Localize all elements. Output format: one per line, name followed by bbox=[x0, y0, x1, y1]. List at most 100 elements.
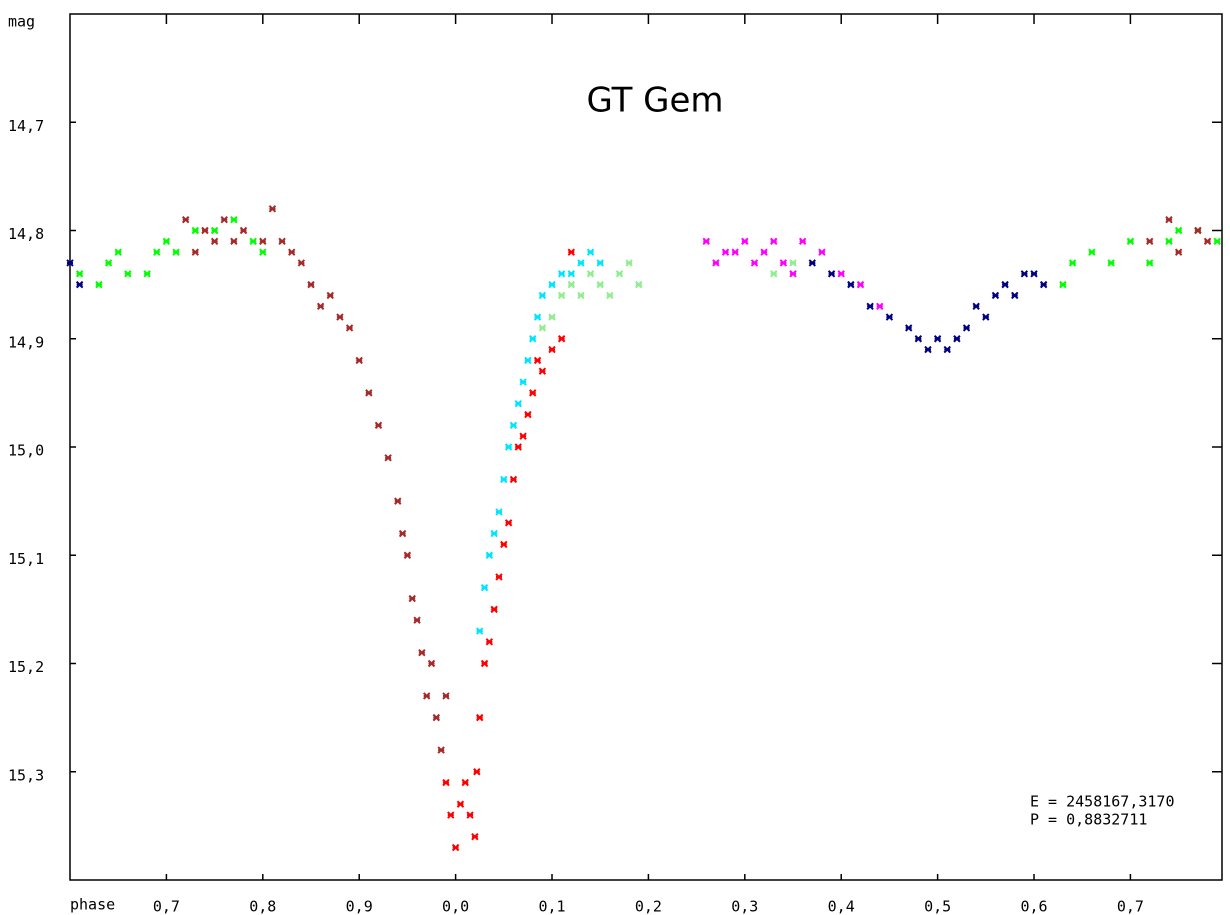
data-point bbox=[509, 475, 518, 484]
data-point bbox=[514, 443, 522, 451]
data-point bbox=[635, 280, 643, 289]
data-point bbox=[485, 551, 494, 559]
data-point bbox=[606, 291, 614, 300]
y-tick-label: 14,9 bbox=[8, 333, 44, 351]
data-point bbox=[230, 237, 238, 246]
data-point bbox=[504, 519, 513, 527]
data-point bbox=[413, 616, 421, 624]
data-point bbox=[268, 205, 277, 213]
data-point bbox=[789, 259, 797, 267]
data-point bbox=[307, 280, 315, 289]
y-tick-label: 15,3 bbox=[8, 766, 44, 784]
x-tick-label: 0,6 bbox=[1020, 898, 1047, 915]
data-point bbox=[519, 378, 527, 386]
data-point bbox=[471, 832, 479, 841]
data-point bbox=[249, 237, 257, 246]
data-point bbox=[760, 248, 768, 256]
data-point bbox=[480, 584, 489, 592]
data-point bbox=[495, 573, 503, 581]
data-point bbox=[239, 226, 248, 235]
y-tick-label: 15,1 bbox=[8, 550, 44, 568]
data-point bbox=[557, 291, 566, 300]
data-point bbox=[220, 215, 228, 224]
x-tick-label: 0,0 bbox=[442, 898, 469, 915]
data-point bbox=[866, 302, 874, 310]
x-axis-label: phase bbox=[70, 896, 115, 914]
data-point bbox=[731, 248, 739, 256]
data-point bbox=[442, 692, 450, 700]
data-point bbox=[104, 259, 113, 267]
data-point bbox=[316, 302, 325, 310]
y-tick-label: 15,2 bbox=[8, 658, 44, 676]
data-point bbox=[847, 280, 855, 289]
annotation: P = 0,8832711 bbox=[1030, 811, 1147, 829]
data-point bbox=[403, 551, 412, 559]
data-point bbox=[827, 270, 836, 278]
data-point bbox=[210, 226, 219, 235]
data-point bbox=[1020, 270, 1029, 278]
x-tick-label: 0,9 bbox=[346, 898, 373, 915]
data-point bbox=[876, 302, 884, 310]
y-axis-label: mag bbox=[8, 13, 35, 31]
data-point bbox=[451, 843, 460, 852]
data-point bbox=[933, 335, 942, 343]
data-point bbox=[1203, 237, 1212, 246]
data-point bbox=[114, 248, 122, 256]
data-point bbox=[1165, 215, 1173, 224]
data-point bbox=[586, 248, 595, 256]
y-tick-label: 14,7 bbox=[8, 117, 44, 135]
data-point bbox=[904, 324, 913, 332]
data-point bbox=[533, 313, 542, 321]
data-point bbox=[1174, 226, 1183, 235]
data-point bbox=[259, 237, 267, 246]
data-point bbox=[191, 248, 200, 256]
data-point bbox=[427, 659, 436, 668]
data-point bbox=[75, 280, 84, 289]
x-tick-label: 0,7 bbox=[1117, 898, 1144, 915]
data-point bbox=[191, 226, 200, 235]
data-point bbox=[538, 367, 547, 375]
data-point bbox=[972, 302, 980, 310]
data-point bbox=[437, 746, 445, 754]
data-point bbox=[741, 237, 749, 246]
data-point bbox=[538, 324, 547, 332]
data-point bbox=[473, 768, 481, 776]
data-point bbox=[750, 259, 759, 267]
data-point bbox=[75, 270, 84, 278]
data-point bbox=[162, 237, 171, 246]
data-point bbox=[1088, 248, 1096, 256]
x-tick-label: 0,8 bbox=[249, 898, 276, 915]
data-point bbox=[962, 324, 971, 332]
data-point bbox=[495, 508, 503, 516]
data-point bbox=[586, 270, 595, 278]
data-point bbox=[529, 335, 537, 343]
data-point bbox=[278, 237, 286, 246]
data-point bbox=[172, 248, 180, 256]
data-point bbox=[798, 237, 807, 246]
data-point bbox=[124, 270, 132, 278]
data-point bbox=[770, 270, 778, 278]
x-tick-label: 0,7 bbox=[153, 898, 180, 915]
data-point bbox=[442, 778, 450, 787]
data-point bbox=[914, 335, 923, 343]
data-point bbox=[548, 280, 556, 289]
data-point bbox=[456, 800, 465, 808]
data-point bbox=[230, 215, 238, 224]
data-point bbox=[982, 313, 990, 321]
data-point bbox=[1001, 280, 1009, 289]
data-point bbox=[466, 811, 474, 819]
data-point bbox=[210, 237, 219, 246]
data-point bbox=[596, 280, 604, 289]
data-point bbox=[524, 410, 532, 419]
data-point bbox=[297, 259, 306, 267]
annotation: E = 2458167,3170 bbox=[1030, 793, 1175, 811]
data-point bbox=[577, 291, 585, 300]
x-tick-label: 0,2 bbox=[635, 898, 662, 915]
data-point bbox=[336, 313, 344, 321]
data-point bbox=[567, 280, 575, 289]
x-tick-label: 0,3 bbox=[731, 898, 758, 915]
data-point bbox=[577, 259, 585, 267]
data-point bbox=[943, 345, 951, 354]
data-point bbox=[885, 313, 894, 321]
data-point bbox=[475, 627, 484, 635]
